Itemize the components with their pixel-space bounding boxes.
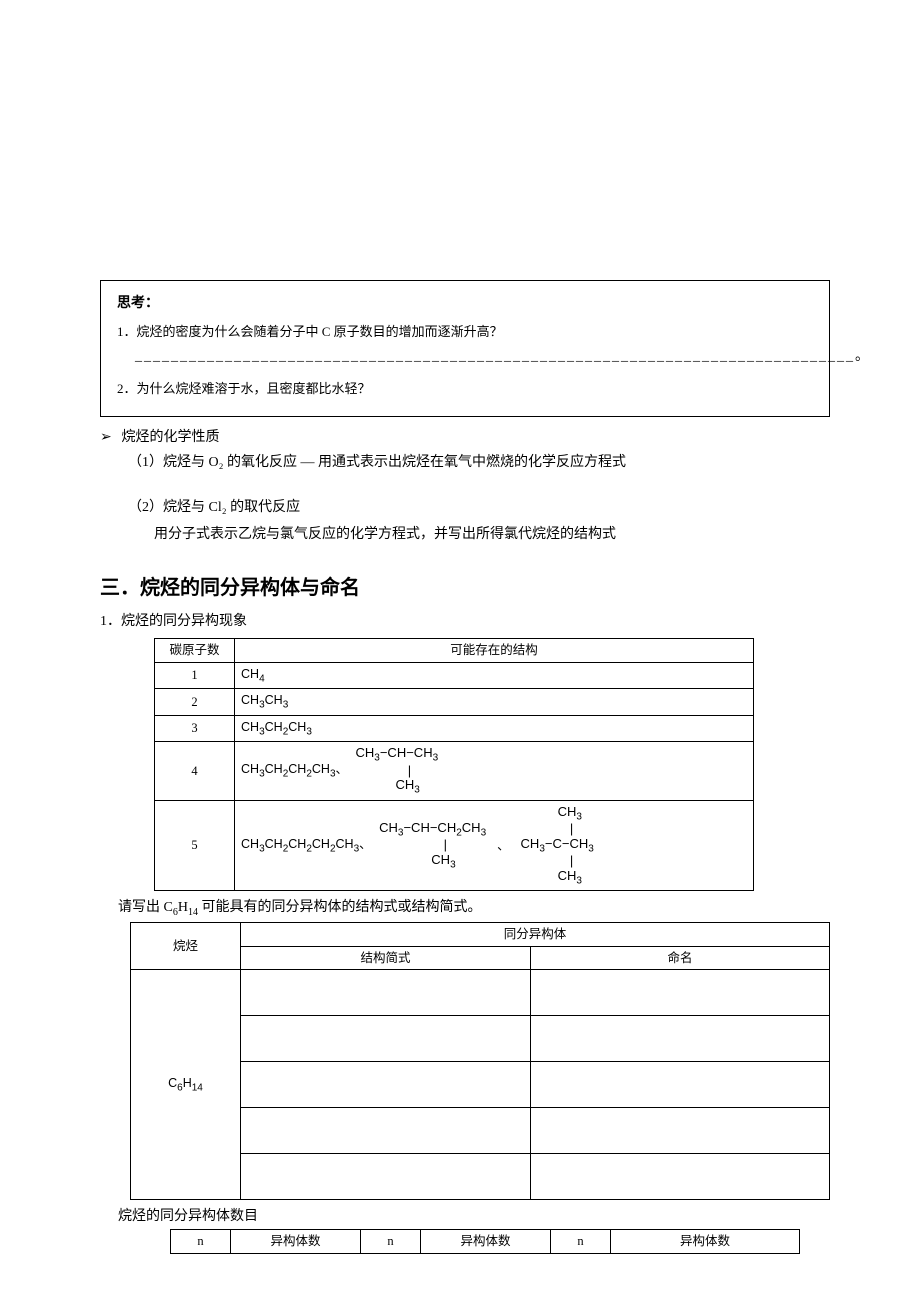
t1-r4-n: 4 <box>155 742 235 800</box>
t1-r1-s: CH4 <box>235 662 754 689</box>
section-3-heading: 三．烷烃的同分异构体与命名 <box>100 573 830 603</box>
neopentane-struct: CH3 | CH3−C−CH3 | CH3 <box>521 805 594 886</box>
t2-c1b <box>531 970 830 1016</box>
t2-c5a <box>241 1154 531 1200</box>
chem-heading: 烷烃的化学性质 <box>122 430 220 445</box>
t3-c3: 异构体数 <box>611 1230 800 1254</box>
t1-r3-n: 3 <box>155 715 235 742</box>
t2-c4a <box>241 1108 531 1154</box>
t2-c3a <box>241 1062 531 1108</box>
t2-h2: 同分异构体 <box>241 922 830 946</box>
t2-c2b <box>531 1016 830 1062</box>
isobutane-struct: CH3−CH−CH3 | CH3 <box>356 746 439 795</box>
arrow-icon: ➢ <box>100 427 118 448</box>
t2-c3b <box>531 1062 830 1108</box>
t2-h2a: 结构简式 <box>241 946 531 970</box>
think-q2: 2．为什么烷烃难溶于水，且密度都比水轻？ <box>117 379 813 399</box>
think-q1: 1．烷烃的密度为什么会随着分子中 C 原子数目的增加而逐渐升高？ <box>117 322 813 342</box>
t2-c1a <box>241 970 531 1016</box>
t3-c1: 异构体数 <box>231 1230 361 1254</box>
t1-r5-n: 5 <box>155 800 235 890</box>
t3-n2: n <box>361 1230 421 1254</box>
t2-rowlabel: C6H14 <box>131 970 241 1200</box>
count-table: n 异构体数 n 异构体数 n 异构体数 <box>170 1229 800 1254</box>
t2-h2b: 命名 <box>531 946 830 970</box>
t3-n3: n <box>551 1230 611 1254</box>
t1-r1-n: 1 <box>155 662 235 689</box>
t1-r2-s: CH3CH3 <box>235 689 754 716</box>
think-blank: ________________________________________… <box>135 346 813 367</box>
chem-item-1: （1）烷烃与 O₂ 的氧化反应 — 用通式表示出烷烃在氧气中燃烧的化学反应方程式 <box>128 452 830 473</box>
chem-heading-row: ➢ 烷烃的化学性质 <box>100 427 830 448</box>
t2-c5b <box>531 1154 830 1200</box>
t1-h1: 碳原子数 <box>155 639 235 663</box>
think-title: 思考： <box>117 293 813 314</box>
t2-c4b <box>531 1108 830 1154</box>
structure-table: 碳原子数 可能存在的结构 1 CH4 2 CH3CH3 3 CH3CH2CH3 … <box>154 638 754 891</box>
page-content: 思考： 1．烷烃的密度为什么会随着分子中 C 原子数目的增加而逐渐升高？ ___… <box>0 0 920 1314</box>
t2-h1: 烷烃 <box>131 922 241 970</box>
t1-r3-s: CH3CH2CH3 <box>235 715 754 742</box>
t1-h2: 可能存在的结构 <box>235 639 754 663</box>
t1-r4-s: CH3CH2CH2CH3、 CH3−CH−CH3 | CH3 <box>235 742 754 800</box>
t2-c2a <box>241 1016 531 1062</box>
t3-n1: n <box>171 1230 231 1254</box>
isopentane-struct: CH3−CH−CH2CH3 | CH3 <box>379 821 486 870</box>
t3-c2: 异构体数 <box>421 1230 551 1254</box>
after-t1: 请写出 C6H14 可能具有的同分异构体的结构式或结构简式。 <box>118 897 830 920</box>
sub-1: 1．烷烃的同分异构现象 <box>100 611 830 632</box>
sub-2: 烷烃的同分异构体数目 <box>118 1206 830 1227</box>
isomer-table: 烷烃 同分异构体 结构简式 命名 C6H14 <box>130 922 830 1201</box>
t1-r5-s: CH3CH2CH2CH2CH3、 CH3−CH−CH2CH3 | CH3 、 C… <box>235 800 754 890</box>
chem-item-2a: （2）烷烃与 Cl₂ 的取代反应 <box>128 497 830 518</box>
think-box: 思考： 1．烷烃的密度为什么会随着分子中 C 原子数目的增加而逐渐升高？ ___… <box>100 280 830 417</box>
t1-r2-n: 2 <box>155 689 235 716</box>
chem-item-2b: 用分子式表示乙烷与氯气反应的化学方程式，并写出所得氯代烷烃的结构式 <box>154 524 830 545</box>
